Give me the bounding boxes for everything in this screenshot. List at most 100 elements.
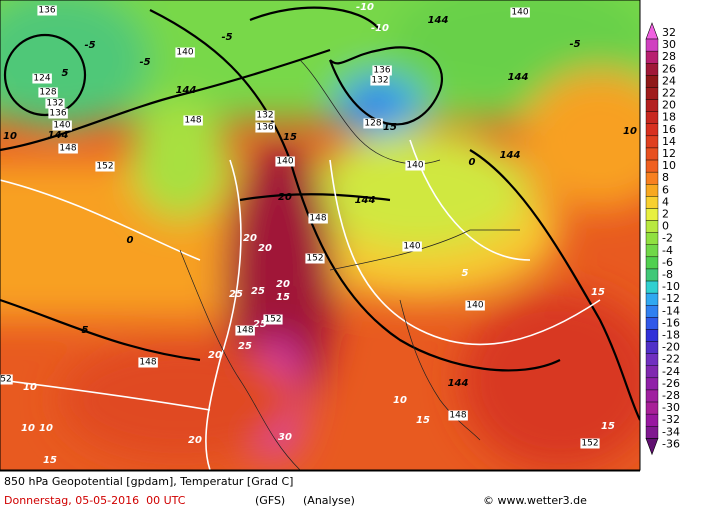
colorbar-label: 32 [662, 26, 676, 39]
colorbar-label: 28 [662, 50, 676, 63]
isohypse-label: -5 [569, 39, 580, 50]
label-box [235, 325, 255, 336]
isotherm-label: 30 [278, 432, 292, 443]
colorbar-label: -14 [662, 304, 680, 317]
label-box [363, 118, 383, 129]
colorbar-label: 0 [662, 220, 669, 233]
colorbar-segment [645, 426, 659, 439]
label-box [402, 241, 422, 252]
footer-run: (Analyse) [303, 494, 355, 507]
geopotential-label: 128 [364, 119, 381, 129]
label-box [465, 300, 485, 311]
label-box [38, 87, 58, 98]
isohypse-label: -5 [84, 40, 95, 51]
geopotential-label: 148 [449, 411, 466, 421]
colorbar-segment [645, 329, 659, 342]
label-box [305, 253, 325, 264]
isohypse-label: 144 [508, 72, 529, 83]
isohypse-label: 5 [82, 325, 89, 336]
colorbar-label: -8 [662, 268, 673, 281]
isohypse-label: 15 [283, 132, 297, 143]
geopotential-label: 152 [96, 162, 113, 172]
colorbar-segment [645, 244, 659, 258]
isotherm-label: 20 [208, 350, 222, 361]
isotherm-label: 10 [393, 395, 407, 406]
colorbar-segment [645, 389, 659, 403]
colorbar-segment [645, 38, 659, 52]
label-box [37, 5, 57, 16]
geopotential-label: 128 [39, 88, 56, 98]
colorbar-segment [645, 123, 659, 137]
isotherm-label: 15 [276, 292, 290, 303]
isohypse-label: 144 [428, 15, 449, 26]
isotherm-label: 25 [251, 286, 265, 297]
label-box [510, 7, 530, 18]
isohypse-label: -5 [221, 32, 232, 43]
geopotential-label: 136 [38, 6, 55, 16]
geopotential-label: 140 [466, 301, 483, 311]
isotherm-label: 10 [21, 423, 35, 434]
colorbar-segment [645, 135, 659, 149]
colorbar-label: 16 [662, 123, 676, 136]
label-box [263, 314, 283, 325]
colorbar-label: -36 [662, 437, 680, 450]
colorbar-label: -12 [662, 292, 680, 305]
geopotential-label: 132 [256, 111, 273, 121]
colorbar-label: -4 [662, 244, 673, 257]
footer-credit: © www.wetter3.de [483, 494, 587, 507]
geopotential-label: 152 [264, 315, 281, 325]
geopotential-label: 124 [33, 74, 50, 84]
colorbar-segment [645, 111, 659, 124]
colorbar-label: 14 [662, 135, 676, 148]
isohypse-label: 144 [48, 130, 69, 141]
colorbar-label: -18 [662, 329, 680, 342]
label-box [45, 98, 65, 109]
isotherm-label: 25 [229, 289, 243, 300]
colorbar-label: 10 [662, 159, 676, 172]
geopotential-label: 132 [46, 99, 63, 109]
geopotential-label: 140 [406, 161, 423, 171]
geopotential-label: 148 [236, 326, 253, 336]
colorbar-segment [645, 232, 659, 245]
colorbar-segment [645, 75, 659, 88]
geopotential-label: 148 [59, 144, 76, 154]
label-box [275, 156, 295, 167]
label-box [370, 75, 390, 86]
colorbar-segment [645, 413, 659, 427]
label-box [58, 143, 78, 154]
colorbar-segment [645, 401, 659, 415]
geopotential-label: 140 [276, 157, 293, 167]
colorbar-segment [645, 147, 659, 161]
colorbar-segment [645, 87, 659, 100]
label-box [448, 410, 468, 421]
colorbar-segment [645, 268, 659, 282]
label-box [175, 47, 195, 58]
colorbar-segment [645, 159, 659, 173]
isotherm-label: 15 [591, 287, 605, 298]
colorbar-arrow [645, 438, 659, 456]
isohypse-label: 0 [127, 235, 134, 246]
isotherm-label: 20 [258, 243, 272, 254]
isotherm-label: -10 [371, 23, 389, 34]
isohypse-label: 10 [3, 131, 17, 142]
colorbar-segment [645, 341, 659, 354]
isotherm-label: 5 [462, 268, 469, 279]
colorbar-label: -16 [662, 316, 680, 329]
isotherm-label: 10 [39, 423, 53, 434]
colorbar-label: 20 [662, 99, 676, 112]
isotherm-label: 15 [416, 415, 430, 426]
colorbar-label: -10 [662, 280, 680, 293]
colorbar-label: -20 [662, 341, 680, 354]
map-frame [0, 0, 641, 471]
isohypse-label: 10 [623, 126, 637, 137]
geopotential-label: 140 [403, 242, 420, 252]
footer-date: Donnerstag, 05-05-2016 00 UTC [4, 494, 186, 507]
colorbar: 32302826242220181614121086420-2-4-6-8-10… [645, 22, 680, 456]
isotherm-label: 10 [23, 382, 37, 393]
colorbar-segment [645, 196, 659, 209]
colorbar-segment [645, 63, 659, 76]
geopotential-label: 152 [581, 439, 598, 449]
colorbar-segment [645, 280, 659, 294]
